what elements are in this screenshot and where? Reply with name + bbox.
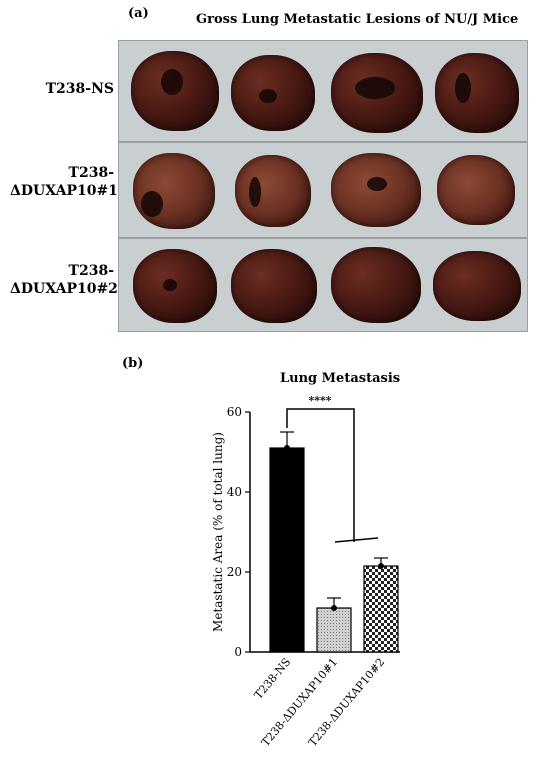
- data-point: [331, 605, 337, 611]
- lung-image: [331, 153, 421, 227]
- y-tick-label: 20: [227, 565, 242, 579]
- lung-image: [437, 155, 515, 225]
- row-label-d2-line1: T238-: [68, 263, 114, 279]
- lung-image: [235, 155, 311, 227]
- lung-image: [231, 249, 317, 323]
- row-label-d2: T238- ΔDUXAP10#2: [10, 262, 118, 298]
- panel-b-label: (b): [122, 356, 144, 371]
- photo-row-d2: [118, 238, 528, 332]
- lung-image: [231, 55, 315, 131]
- lung-image: [133, 153, 215, 229]
- lung-image: [433, 251, 521, 321]
- y-tick-label: 0: [234, 645, 242, 659]
- bar-2: [316, 607, 352, 653]
- bar-1: [269, 447, 305, 653]
- y-axis-label: Metastatic Area (% of total lung): [211, 432, 225, 632]
- significance-bracket: [286, 408, 355, 542]
- photo-row-ns: [118, 40, 528, 142]
- significance-bracket-base: [334, 537, 379, 543]
- panel-a-title: Gross Lung Metastatic Lesions of NU/J Mi…: [196, 12, 519, 27]
- row-label-d2-line2: ΔDUXAP10#2: [10, 281, 118, 297]
- row-label-d1-line2: ΔDUXAP10#1: [10, 183, 118, 199]
- row-label-ns: T238-NS: [10, 80, 114, 98]
- x-tick-label: T238-NS: [252, 656, 294, 702]
- y-tick-label: 60: [227, 405, 242, 419]
- data-point: [284, 445, 290, 451]
- bar-3: [363, 565, 399, 653]
- lung-image: [133, 249, 217, 323]
- row-label-d1: T238- ΔDUXAP10#1: [10, 164, 118, 200]
- y-tick-label: 40: [227, 485, 242, 499]
- lung-image: [331, 247, 421, 323]
- row-label-d1-line1: T238-: [68, 165, 114, 181]
- row-label-ns-line1: T238-NS: [45, 81, 114, 97]
- chart-title: Lung Metastasis: [280, 371, 401, 386]
- lung-image: [131, 51, 219, 131]
- data-point: [378, 563, 384, 569]
- panel-a-label: (a): [128, 6, 149, 21]
- photo-row-d1: [118, 142, 528, 238]
- lung-image: [435, 53, 519, 133]
- significance-stars: ****: [308, 394, 331, 407]
- lung-image: [331, 53, 423, 133]
